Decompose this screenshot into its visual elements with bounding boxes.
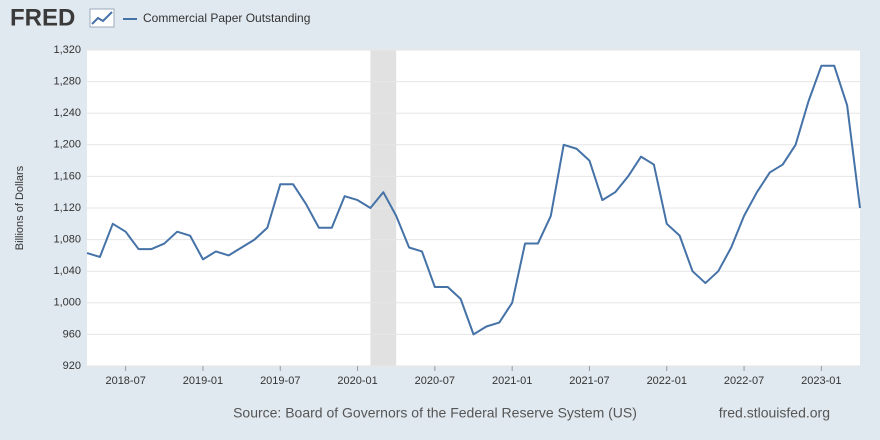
y-axis-label: Billions of Dollars	[14, 165, 26, 250]
source: Source: Board of Governors of the Federa…	[233, 405, 637, 421]
y-tick-label: 1,000	[53, 297, 81, 309]
x-tick-label: 2019-01	[183, 375, 223, 387]
x-tick-label: 2020-01	[337, 375, 377, 387]
x-tick-label: 2018-07	[105, 375, 145, 387]
x-tick-label: 2021-07	[569, 375, 609, 387]
x-tick-label: 2023-01	[801, 375, 841, 387]
logo-icon-line	[91, 11, 113, 25]
logo-icon	[89, 8, 115, 28]
x-tick-label: 2022-07	[724, 375, 764, 387]
y-tick-label: 1,200	[53, 139, 81, 151]
y-tick-label: 1,280	[53, 76, 81, 88]
y-tick-label: 1,240	[53, 107, 81, 119]
y-tick-label: 920	[63, 360, 81, 372]
y-tick-label: 1,160	[53, 170, 81, 182]
y-tick-label: 1,320	[53, 44, 81, 56]
series-line	[86, 64, 861, 336]
legend-label: Commercial Paper Outstanding	[143, 11, 310, 25]
site: fred.stlouisfed.org	[719, 405, 830, 421]
y-tick-label: 1,040	[53, 265, 81, 277]
x-tick-label: 2022-01	[647, 375, 687, 387]
x-tick-label: 2019-07	[260, 375, 300, 387]
y-tick-label: 1,120	[53, 202, 81, 214]
y-tick-label: 960	[63, 328, 81, 340]
logo: FRED	[10, 4, 75, 31]
y-tick-label: 1,080	[53, 234, 81, 246]
x-tick-label: 2021-01	[492, 375, 532, 387]
x-tick-label: 2020-07	[415, 375, 455, 387]
